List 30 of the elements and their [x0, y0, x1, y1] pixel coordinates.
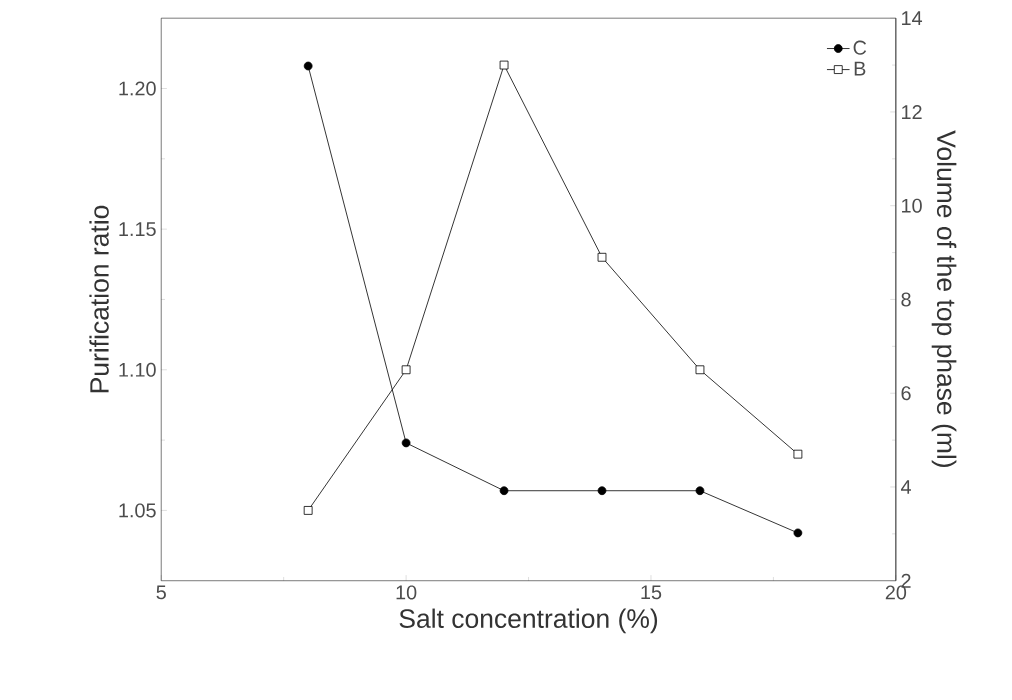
- point: [401, 365, 411, 375]
- y2-tick-label: 4: [900, 480, 911, 494]
- y2-axis-title: Volume of the top phase (ml): [931, 130, 957, 468]
- point: [499, 60, 509, 70]
- y2-tick-label: 10: [902, 198, 922, 213]
- y-tick-label: 1.05: [119, 503, 156, 518]
- point: [499, 486, 509, 496]
- point: [303, 506, 313, 515]
- y2-tick-label: 12: [902, 105, 922, 119]
- x-tick-label: 5: [156, 585, 166, 600]
- point: [695, 365, 705, 375]
- x-tick-label: 15: [641, 585, 662, 600]
- y-tick-label: 1.15: [119, 222, 156, 237]
- point: [597, 252, 607, 262]
- legend-label: B: [854, 61, 866, 76]
- point: [793, 449, 803, 459]
- y-axis-title: Purification ratio: [89, 205, 109, 393]
- legend-label: C: [853, 40, 867, 55]
- point: [793, 528, 803, 538]
- x-tick-label: 10: [396, 585, 417, 600]
- point: [695, 486, 705, 496]
- y2-tick-label: 8: [901, 292, 911, 307]
- y2-tick-label: 6: [901, 386, 911, 401]
- point: [303, 61, 313, 71]
- point: [597, 486, 607, 496]
- y-tick-label: 1.20: [119, 81, 156, 96]
- point: [401, 438, 411, 448]
- y-tick-label: 1.10: [119, 362, 156, 377]
- y2-tick-label: 14: [902, 11, 923, 26]
- x-axis-title: Salt concentration (%): [399, 608, 658, 634]
